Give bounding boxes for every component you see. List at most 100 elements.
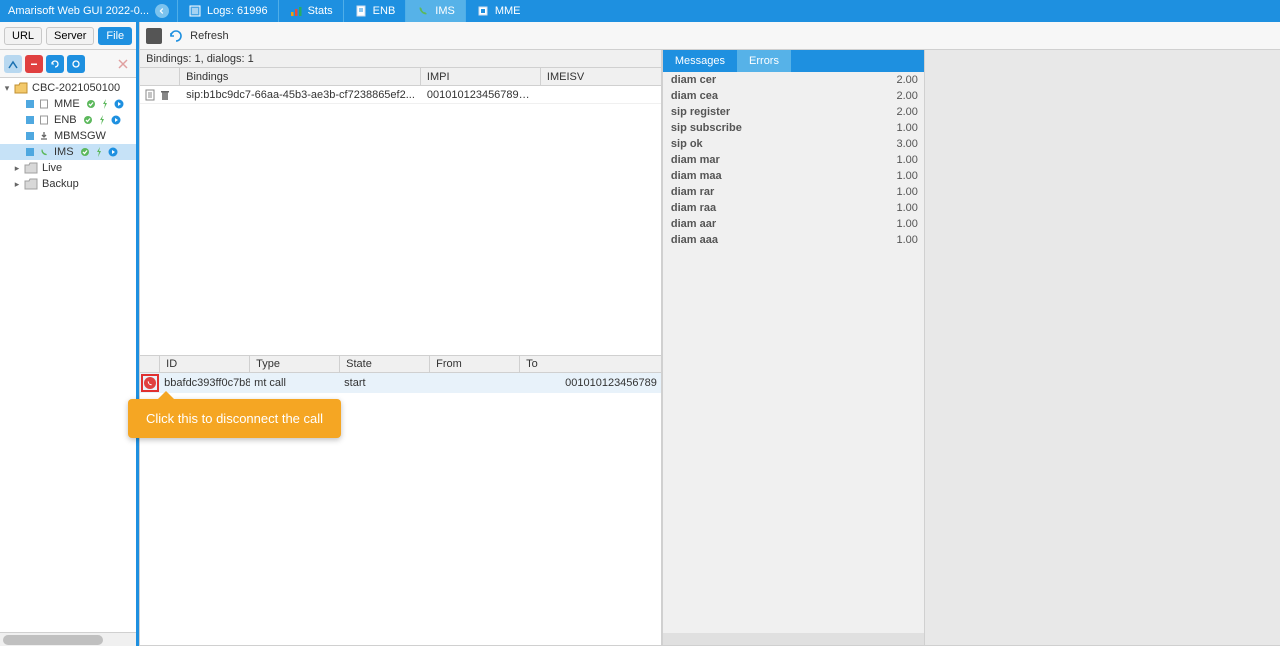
main-toolbar: Refresh <box>140 22 1280 50</box>
play-icon <box>110 114 122 126</box>
message-row[interactable]: sip subscribe1.00 <box>663 120 924 136</box>
message-label: diam mar <box>671 154 897 166</box>
message-value: 2.00 <box>896 74 917 86</box>
tab-ims[interactable]: IMS <box>405 0 465 22</box>
ims-icon <box>416 4 430 18</box>
messages-hscroll[interactable] <box>663 633 924 645</box>
binding-impi: 001010123456789@ims... <box>421 89 541 101</box>
sync-icon[interactable] <box>67 55 85 73</box>
messages-panel: Messages Errors diam cer2.00diam cea2.00… <box>663 50 925 645</box>
message-row[interactable]: diam rar1.00 <box>663 184 924 200</box>
tree-live[interactable]: ▸ Live <box>0 160 136 176</box>
message-row[interactable]: sip ok3.00 <box>663 136 924 152</box>
message-value: 1.00 <box>896 234 917 246</box>
message-value: 2.00 <box>896 106 917 118</box>
folder-icon <box>24 162 38 174</box>
summary-bar: Bindings: 1, dialogs: 1 <box>140 50 661 68</box>
tab-errors[interactable]: Errors <box>737 50 791 72</box>
dlg-type: mt call <box>250 377 340 389</box>
close-icon[interactable] <box>114 55 132 73</box>
sidebar-hscroll[interactable] <box>0 632 136 646</box>
message-label: diam cea <box>671 90 897 102</box>
topbar: Amarisoft Web GUI 2022-0... Logs: 61996 S… <box>0 0 1280 22</box>
col-imeisv[interactable]: IMEISV <box>541 68 661 85</box>
message-row[interactable]: diam aaa1.00 <box>663 232 924 248</box>
tree-node-enb[interactable]: ENB <box>0 112 136 128</box>
col-to[interactable]: To <box>520 356 661 372</box>
app-title-region: Amarisoft Web GUI 2022-0... <box>0 0 177 22</box>
bolt-icon <box>93 146 105 158</box>
logs-icon <box>188 4 202 18</box>
url-button[interactable]: URL <box>4 27 42 45</box>
binding-row[interactable]: sip:b1bc9dc7-66aa-45b3-ae3b-cf7238865ef2… <box>140 86 661 104</box>
tooltip-disconnect: Click this to disconnect the call <box>128 399 341 438</box>
col-state[interactable]: State <box>340 356 430 372</box>
tab-messages[interactable]: Messages <box>663 50 737 72</box>
folder-icon <box>24 178 38 190</box>
tab-logs[interactable]: Logs: 61996 <box>177 0 278 22</box>
tree-node-mbmsgw[interactable]: MBMSGW <box>0 128 136 144</box>
terminal-icon[interactable] <box>146 28 162 44</box>
refresh-label[interactable]: Refresh <box>190 30 229 42</box>
message-label: diam aar <box>671 218 897 230</box>
col-impi[interactable]: IMPI <box>421 68 541 85</box>
app-title: Amarisoft Web GUI 2022-0... <box>8 5 149 17</box>
main: Refresh Bindings: 1, dialogs: 1 Bindings… <box>139 22 1280 646</box>
tooltip-text: Click this to disconnect the call <box>146 411 323 426</box>
trash-icon[interactable] <box>159 89 171 101</box>
col-from[interactable]: From <box>430 356 520 372</box>
message-row[interactable]: diam maa1.00 <box>663 168 924 184</box>
tree-root[interactable]: ▾ CBC-2021050100 <box>0 80 136 96</box>
doc-icon <box>38 98 50 110</box>
refresh-icon[interactable] <box>168 28 184 44</box>
tree-node-mme[interactable]: MME <box>0 96 136 112</box>
messages-list: diam cer2.00diam cea2.00sip register2.00… <box>663 72 924 633</box>
message-label: sip register <box>671 106 897 118</box>
folder-icon <box>14 82 28 94</box>
tab-stats[interactable]: Stats <box>278 0 343 22</box>
annotation-box <box>141 374 159 392</box>
message-value: 1.00 <box>896 186 917 198</box>
tree-node-label: ENB <box>52 114 77 126</box>
dlg-state: start <box>340 377 430 389</box>
col-id[interactable]: ID <box>160 356 250 372</box>
tool-icon-1[interactable] <box>4 55 22 73</box>
message-row[interactable]: sip register2.00 <box>663 104 924 120</box>
tree-backup[interactable]: ▸ Backup <box>0 176 136 192</box>
dl-icon <box>38 130 50 142</box>
message-row[interactable]: diam aar1.00 <box>663 216 924 232</box>
dialog-row[interactable]: bbafdc393ff0c7b8 mt call start 001010123… <box>140 373 661 393</box>
mme-icon <box>476 4 490 18</box>
main-left: Bindings: 1, dialogs: 1 Bindings IMPI IM… <box>140 50 663 645</box>
message-label: sip ok <box>671 138 897 150</box>
collapse-circle-icon[interactable] <box>155 4 169 18</box>
detail-panel <box>925 50 1280 645</box>
message-value: 1.00 <box>896 202 917 214</box>
tab-label: Stats <box>308 5 333 17</box>
col-bindings[interactable]: Bindings <box>180 68 421 85</box>
grn-icon <box>85 98 97 110</box>
tab-mme[interactable]: MME <box>465 0 531 22</box>
message-row[interactable]: diam raa1.00 <box>663 200 924 216</box>
sq-icon <box>24 130 36 142</box>
sidebar-source-row: URL Server File <box>0 22 136 50</box>
tree-backup-label: Backup <box>40 178 79 190</box>
message-row[interactable]: diam mar1.00 <box>663 152 924 168</box>
message-row[interactable]: diam cea2.00 <box>663 88 924 104</box>
enb-icon <box>354 4 368 18</box>
dialogs-header: ID Type State From To <box>140 355 661 373</box>
server-button[interactable]: Server <box>46 27 94 45</box>
dlg-to: 001010123456789 <box>520 377 661 389</box>
message-row[interactable]: diam cer2.00 <box>663 72 924 88</box>
tab-enb[interactable]: ENB <box>343 0 406 22</box>
tab-label: ENB <box>373 5 396 17</box>
tree-node-label: IMS <box>52 146 74 158</box>
stop-icon[interactable] <box>25 55 43 73</box>
tree-node-ims[interactable]: IMS <box>0 144 136 160</box>
stats-icon <box>289 4 303 18</box>
col-type[interactable]: Type <box>250 356 340 372</box>
tree: ▾ CBC-2021050100 MMEENBMBMSGWIMS ▸ Live … <box>0 78 136 632</box>
file-button[interactable]: File <box>98 27 132 45</box>
refresh-all-icon[interactable] <box>46 55 64 73</box>
tree-root-label: CBC-2021050100 <box>30 82 120 94</box>
